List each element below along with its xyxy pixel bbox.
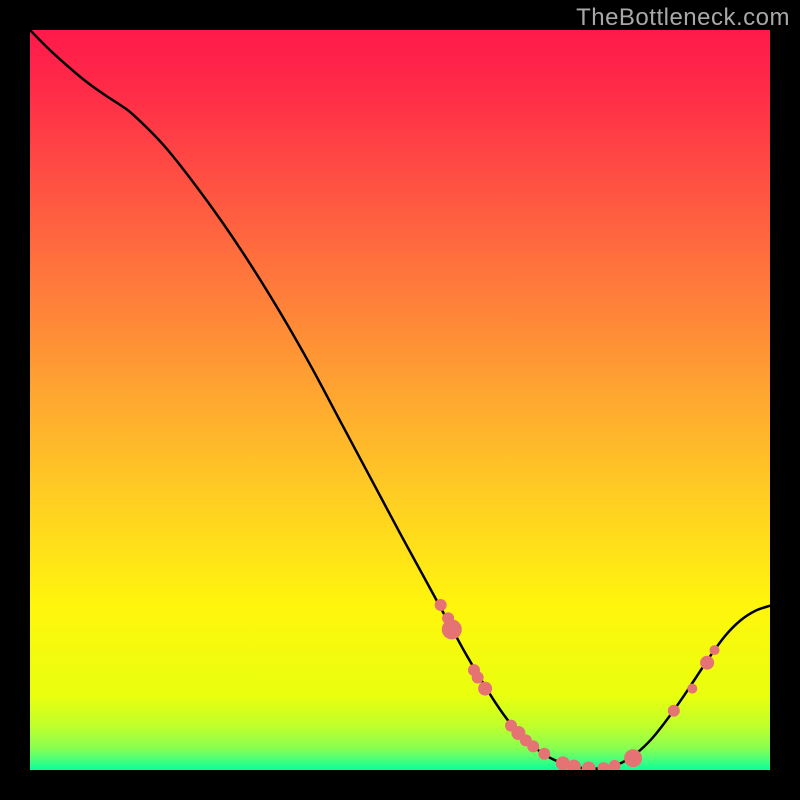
data-marker: [598, 762, 610, 770]
data-marker: [687, 684, 697, 694]
data-marker: [478, 682, 492, 696]
watermark-text: TheBottleneck.com: [576, 4, 790, 32]
data-marker: [700, 656, 714, 670]
data-marker: [435, 599, 447, 611]
data-marker: [710, 645, 720, 655]
data-marker: [442, 619, 462, 639]
data-marker: [668, 705, 680, 717]
v-curve-path: [30, 30, 770, 769]
data-marker: [538, 748, 550, 760]
data-marker: [527, 740, 539, 752]
data-marker: [472, 672, 484, 684]
plot-area: [30, 30, 770, 770]
chart-container: TheBottleneck.com: [0, 0, 800, 800]
curve-overlay: [30, 30, 770, 770]
data-marker: [582, 762, 596, 770]
marker-group: [435, 599, 720, 770]
data-marker: [624, 749, 642, 767]
data-marker: [609, 760, 621, 770]
